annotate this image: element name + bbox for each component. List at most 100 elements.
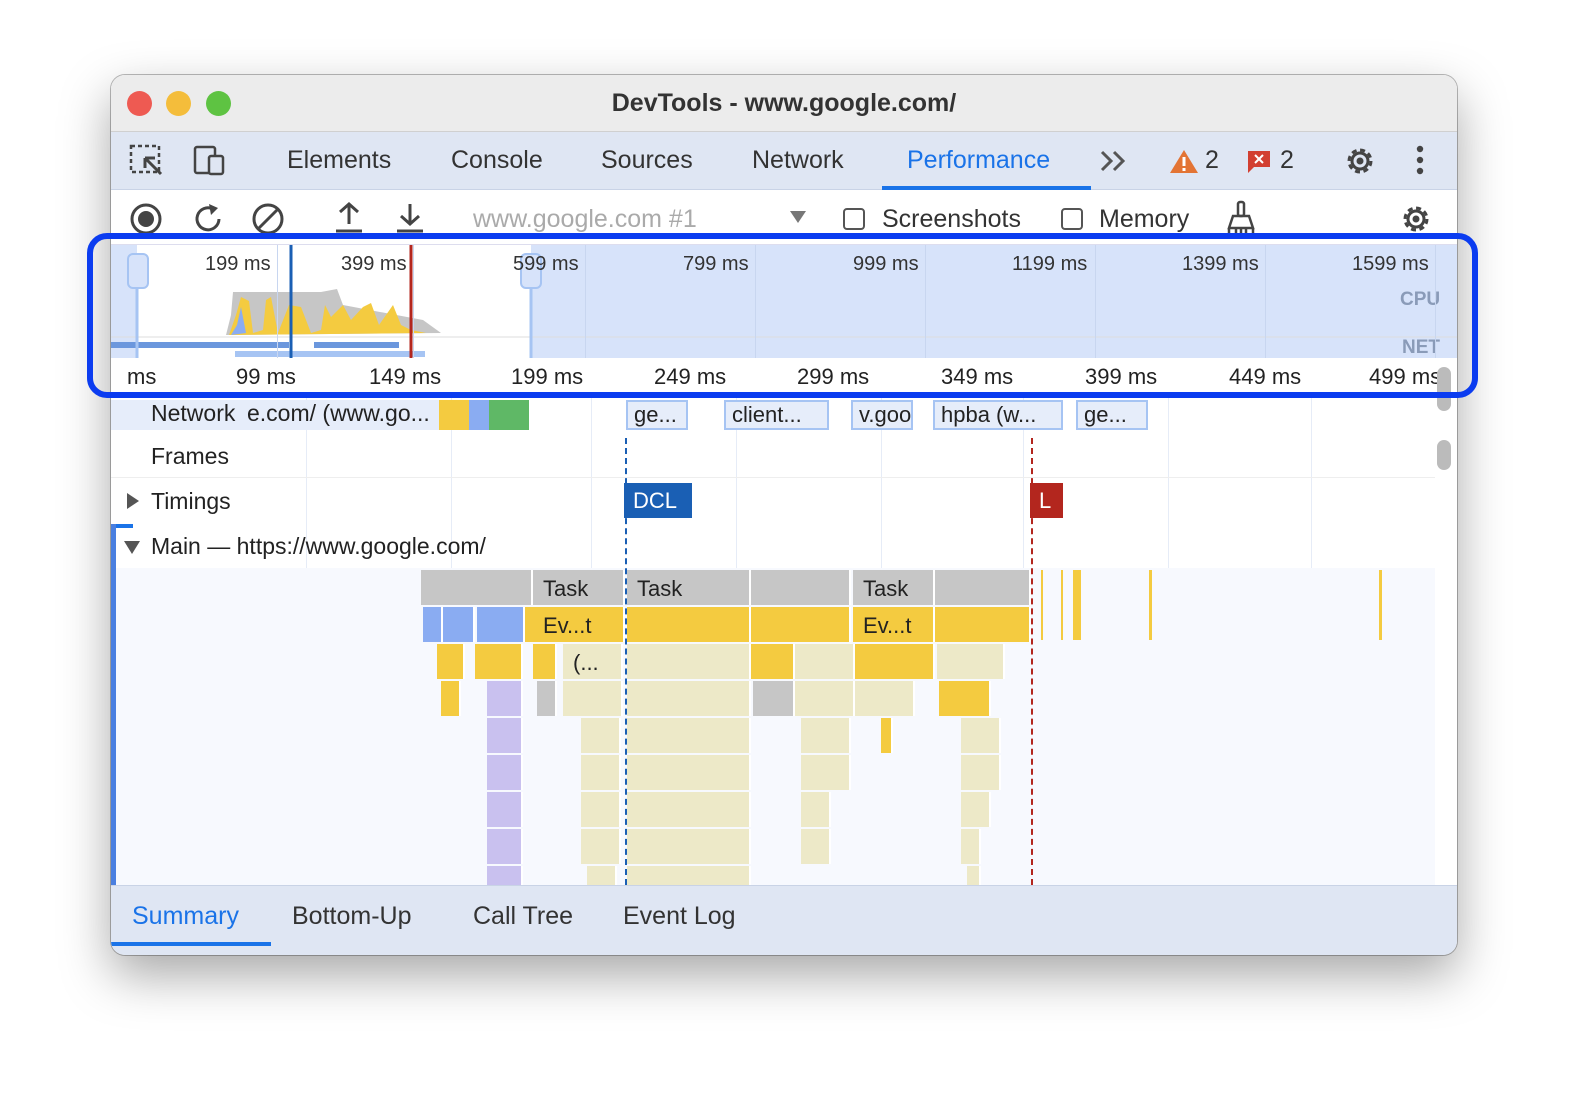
flame-block-scripting[interactable] <box>935 607 1031 642</box>
flame-block-idle-script[interactable] <box>801 755 851 790</box>
flame-block-idle-script[interactable] <box>627 866 751 885</box>
upload-icon[interactable] <box>333 200 365 236</box>
main-flame-chart[interactable]: Task Task Task Ev...t Ev...t (... <box>111 568 1435 885</box>
warning-icon[interactable] <box>1169 148 1199 174</box>
timings-track[interactable]: Timings DCL L <box>111 479 1435 524</box>
selection-start-handle[interactable] <box>127 253 149 289</box>
flame-block-idle-script[interactable] <box>961 718 1001 753</box>
flame-block-rendering[interactable] <box>487 718 523 753</box>
tab-elements[interactable]: Elements <box>287 146 392 174</box>
timeline-overview[interactable]: CPU NET 199 ms 399 ms 599 ms 799 ms 999 ms 11… <box>111 245 1457 358</box>
more-tabs-icon[interactable] <box>1099 148 1131 174</box>
flame-block-idle-script[interactable] <box>855 681 915 716</box>
flame-block-scripting[interactable] <box>533 644 557 679</box>
flame-block-scripting[interactable] <box>939 681 991 716</box>
flame-block-idle-script[interactable] <box>581 755 621 790</box>
flame-block-idle-script[interactable] <box>801 829 831 864</box>
flame-block-system[interactable]: Task <box>853 570 935 605</box>
maximize-window-button[interactable] <box>206 91 231 116</box>
expand-arrow-icon[interactable] <box>125 492 141 510</box>
minimize-window-button[interactable] <box>166 91 191 116</box>
flame-block-scripting[interactable] <box>627 607 751 642</box>
flame-block-scripting[interactable] <box>441 681 461 716</box>
flame-block-scripting[interactable] <box>855 644 935 679</box>
flame-block-rendering[interactable] <box>487 681 523 716</box>
selection-end-handle[interactable] <box>520 253 542 289</box>
flame-block-scripting[interactable] <box>1149 570 1152 640</box>
error-icon[interactable] <box>1246 149 1272 175</box>
flame-block-scripting[interactable] <box>475 644 523 679</box>
reload-record-icon[interactable] <box>191 202 225 236</box>
flame-block-scripting[interactable] <box>437 644 465 679</box>
flame-block-idle-script[interactable] <box>801 718 851 753</box>
flame-block-idle-script[interactable] <box>581 829 621 864</box>
tab-performance[interactable]: Performance <box>907 146 1051 174</box>
memory-checkbox[interactable] <box>1061 208 1083 230</box>
inspect-element-icon[interactable] <box>129 144 165 178</box>
capture-settings-gear-icon[interactable] <box>1399 202 1433 236</box>
flame-block-idle-script[interactable] <box>961 755 1001 790</box>
overview-scrollbar[interactable] <box>1437 367 1451 411</box>
flame-block-scripting[interactable] <box>751 644 795 679</box>
flame-block-idle-script[interactable] <box>627 792 751 827</box>
network-request-bar[interactable] <box>439 400 469 430</box>
flame-block-system[interactable]: Task <box>627 570 751 605</box>
flame-block-loading[interactable] <box>477 607 525 642</box>
flame-block-scripting[interactable] <box>881 718 893 753</box>
flame-block-idle-script[interactable] <box>627 829 751 864</box>
tab-sources[interactable]: Sources <box>601 146 693 174</box>
flame-block-idle-script[interactable] <box>563 681 623 716</box>
flame-block-rendering[interactable] <box>487 829 523 864</box>
flame-block-idle-script[interactable] <box>581 792 621 827</box>
flame-block-idle-script[interactable] <box>801 792 831 827</box>
flame-block-scripting[interactable] <box>1041 570 1043 640</box>
main-track-header[interactable]: Main — https://www.google.com/ <box>111 524 1435 568</box>
flame-block-scripting[interactable] <box>1073 570 1081 640</box>
tab-bottom-up[interactable]: Bottom-Up <box>292 902 412 930</box>
settings-gear-icon[interactable] <box>1343 144 1377 178</box>
flame-block-idle-script[interactable] <box>627 755 751 790</box>
garbage-collect-icon[interactable] <box>1225 200 1257 240</box>
flame-block-system[interactable] <box>751 570 851 605</box>
dropdown-arrow-icon[interactable] <box>789 210 807 224</box>
flame-block-scripting[interactable] <box>1379 570 1382 640</box>
flame-block-loading[interactable] <box>423 607 443 642</box>
network-request-bar[interactable]: ge... <box>1076 400 1148 430</box>
flame-scrollbar[interactable] <box>1437 440 1451 470</box>
frames-track[interactable]: Frames <box>111 434 1435 478</box>
flame-block-idle-script[interactable] <box>795 681 855 716</box>
flame-block-rendering[interactable] <box>487 792 523 827</box>
flame-block-system[interactable] <box>537 681 557 716</box>
network-request-bar[interactable] <box>111 400 441 430</box>
load-marker[interactable]: L <box>1030 483 1063 518</box>
flame-block-idle-script[interactable] <box>587 866 617 885</box>
tab-network[interactable]: Network <box>752 146 844 174</box>
flame-block-idle-script[interactable] <box>937 644 1005 679</box>
flame-block-idle-script[interactable] <box>795 644 855 679</box>
flame-block-system[interactable]: Task <box>533 570 625 605</box>
flame-block-idle-script[interactable] <box>627 681 751 716</box>
flame-block-system[interactable] <box>421 570 533 605</box>
flame-block-scripting[interactable]: Ev...t <box>853 607 935 642</box>
flame-block-idle-script[interactable] <box>627 644 751 679</box>
recording-select[interactable]: www.google.com #1 <box>473 205 697 233</box>
tab-call-tree[interactable]: Call Tree <box>473 902 574 930</box>
network-request-bar[interactable]: hpba (w... <box>933 400 1063 430</box>
flame-block-idle-script[interactable] <box>581 718 621 753</box>
collapse-arrow-icon[interactable] <box>123 539 141 555</box>
flame-block-loading[interactable] <box>443 607 475 642</box>
more-options-icon[interactable] <box>1413 144 1427 178</box>
screenshots-checkbox[interactable] <box>843 208 865 230</box>
network-track[interactable]: ge... client... v.goo hpba (w... ge... e.com/… <box>111 398 1435 433</box>
flame-block-system[interactable] <box>935 570 1031 605</box>
flame-chart-area[interactable]: ge... client... v.goo hpba (w... ge... e.com/… <box>111 398 1435 885</box>
download-icon[interactable] <box>394 200 426 236</box>
tab-summary[interactable]: Summary <box>132 902 239 930</box>
flame-block-system[interactable] <box>753 681 795 716</box>
tab-event-log[interactable]: Event Log <box>623 902 736 930</box>
flame-block-idle-script[interactable]: (... <box>563 644 623 679</box>
flame-block-idle-script[interactable] <box>967 866 981 885</box>
flame-block-scripting[interactable] <box>1061 570 1063 640</box>
record-icon[interactable] <box>129 202 163 236</box>
clear-icon[interactable] <box>251 202 285 236</box>
